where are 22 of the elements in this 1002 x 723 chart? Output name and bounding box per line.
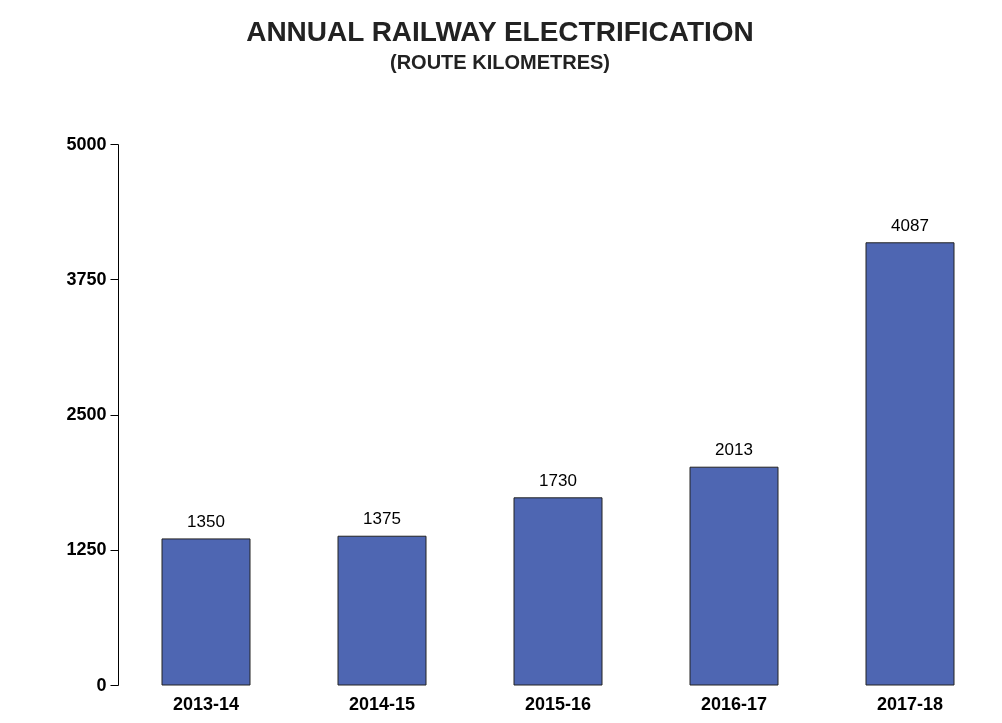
y-tick-label: 5000	[66, 133, 107, 154]
x-tick-label: 2016-17	[700, 693, 768, 714]
y-tick-label: 0	[96, 674, 107, 695]
chart-subtitle: (ROUTE KILOMETRES)	[390, 51, 610, 73]
y-tick-label: 1250	[66, 539, 107, 560]
data-label: 1730	[539, 470, 577, 490]
x-tick-label: 2017-18	[876, 693, 944, 714]
y-tick-label: 3750	[66, 268, 107, 289]
x-tick-label: 2015-16	[524, 693, 592, 714]
data-label: 1375	[363, 509, 401, 529]
chart-title: ANNUAL RAILWAY ELECTRIFICATION	[246, 16, 754, 47]
bar	[689, 466, 779, 686]
data-label: 4087	[891, 215, 929, 235]
data-label: 1350	[187, 511, 225, 531]
bar	[513, 497, 603, 686]
data-label: 2013	[715, 440, 753, 460]
bar	[337, 535, 427, 686]
x-tick-label: 2013-14	[172, 693, 240, 714]
bar	[161, 538, 251, 686]
y-tick-label: 2500	[66, 404, 107, 424]
x-tick-label: 2014-15	[348, 693, 416, 714]
bar	[865, 242, 955, 686]
